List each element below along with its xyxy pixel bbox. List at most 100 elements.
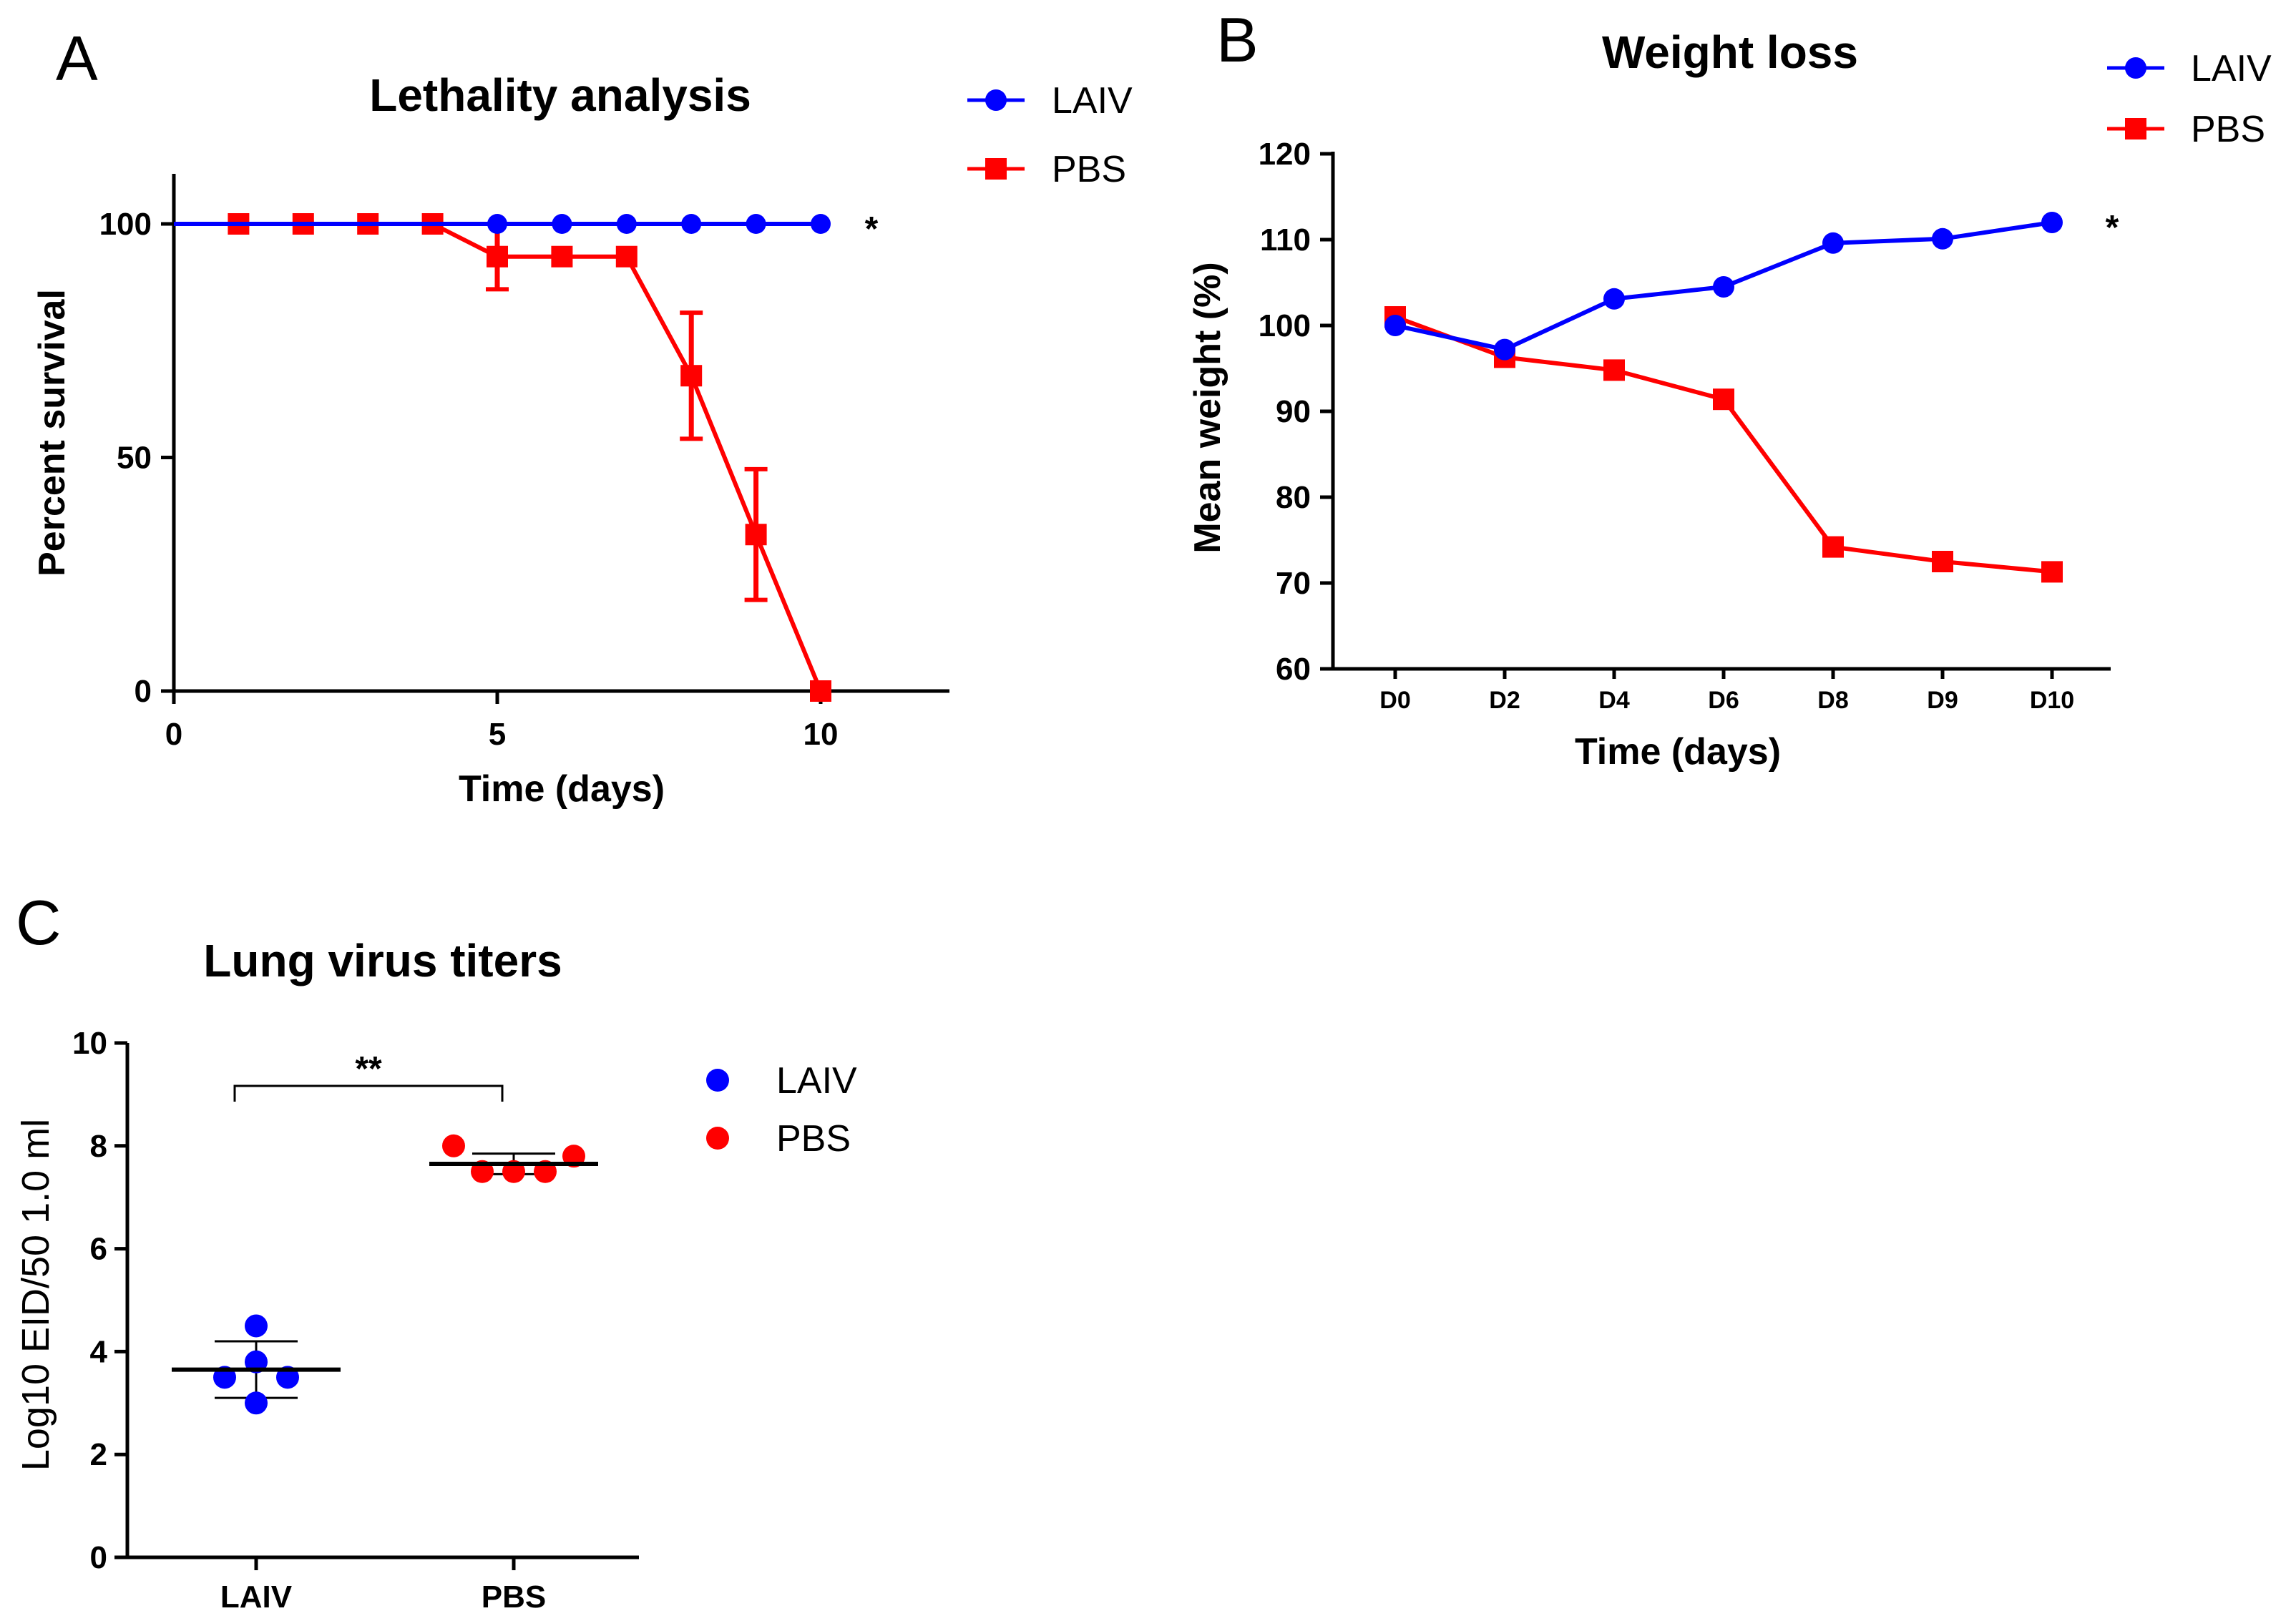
y-tick-label: 6 bbox=[90, 1232, 107, 1267]
x-tick-label: D8 bbox=[1817, 687, 1848, 714]
data-point-laiv bbox=[245, 1314, 268, 1338]
x-tick-label: D2 bbox=[1489, 687, 1520, 714]
x-tick-label: D6 bbox=[1708, 687, 1739, 714]
legend-label: PBS bbox=[1052, 149, 1126, 190]
marker-laiv-day-10 bbox=[811, 214, 831, 234]
y-tick-label: 8 bbox=[90, 1129, 107, 1164]
panel-a-x-axis-title: Time (days) bbox=[459, 768, 665, 810]
legend-circle-marker bbox=[706, 1069, 729, 1092]
legend-label: PBS bbox=[2191, 109, 2265, 150]
marker-laiv-day-6 bbox=[552, 214, 572, 234]
y-tick-label: 90 bbox=[1276, 394, 1311, 429]
y-tick-label: 80 bbox=[1276, 480, 1311, 515]
panel-b: B Weight loss 60 70 80 90 100 110 120 D0 D2 D4 D6 D… bbox=[1187, 4, 2272, 773]
marker-pbs-day-6 bbox=[551, 245, 573, 268]
marker-laiv-day-9 bbox=[746, 214, 766, 234]
y-tick-label: 2 bbox=[90, 1437, 107, 1472]
panel-a-significance-star: * bbox=[865, 210, 879, 248]
data-point-pbs bbox=[442, 1134, 465, 1157]
legend-label: LAIV bbox=[776, 1060, 857, 1102]
panel-c: C Lung virus titers 0 2 4 6 8 10 LAIV PBS Log10… bbox=[14, 887, 857, 1615]
x-tick-label: 10 bbox=[803, 717, 839, 752]
y-tick-label: 70 bbox=[1276, 566, 1311, 601]
marker-pbs-D6 bbox=[1713, 388, 1734, 411]
panel-c-y-axis-title: Log10 EID/50 1.0 ml bbox=[14, 1119, 57, 1471]
x-tick-label: D10 bbox=[2030, 687, 2074, 714]
marker-pbs-D8 bbox=[1822, 536, 1844, 558]
x-tick-label: LAIV bbox=[220, 1580, 293, 1615]
marker-laiv-D6 bbox=[1713, 276, 1734, 298]
panel-b-ticks: 60 70 80 90 100 110 120 D0 D2 D4 D6 D8 D9 D10 bbox=[1259, 137, 2075, 714]
legend-circle-marker bbox=[706, 1127, 729, 1150]
panel-b-significance-star: * bbox=[2106, 209, 2119, 247]
legend-label: LAIV bbox=[1052, 80, 1133, 122]
significance-stars: ** bbox=[355, 1050, 382, 1088]
panel-c-significance-bracket: ** bbox=[233, 1050, 504, 1102]
panel-b-title: Weight loss bbox=[1602, 26, 1858, 78]
panel-b-legend-laiv: LAIV bbox=[2107, 48, 2272, 89]
panel-b-x-axis-title: Time (days) bbox=[1575, 731, 1781, 773]
legend-label: LAIV bbox=[2191, 48, 2272, 89]
marker-pbs-day-9 bbox=[745, 524, 767, 546]
x-tick-label: PBS bbox=[482, 1580, 546, 1615]
panel-b-series bbox=[1384, 212, 2063, 583]
y-tick-label: 120 bbox=[1259, 137, 1311, 172]
marker-laiv-D0 bbox=[1384, 315, 1406, 336]
panel-b-y-axis-title: Mean weight (%) bbox=[1187, 262, 1228, 553]
marker-pbs-day-7 bbox=[615, 245, 637, 268]
panel-c-letter: C bbox=[16, 887, 62, 958]
y-tick-label: 50 bbox=[117, 441, 152, 476]
marker-pbs-day-10 bbox=[810, 680, 831, 702]
y-tick-label: 0 bbox=[90, 1540, 107, 1575]
panel-c-legend-laiv: LAIV bbox=[706, 1060, 857, 1102]
legend-square-marker bbox=[2125, 118, 2146, 139]
marker-laiv-D2 bbox=[1494, 338, 1515, 361]
marker-laiv-D9 bbox=[1932, 227, 1953, 250]
legend-circle-marker bbox=[985, 89, 1007, 111]
legend-label: PBS bbox=[776, 1118, 851, 1160]
data-point-laiv bbox=[245, 1391, 268, 1415]
significance-bracket-line bbox=[233, 1084, 504, 1102]
panel-a-title: Lethality analysis bbox=[369, 69, 751, 121]
y-tick-label: 100 bbox=[99, 207, 152, 242]
panel-a-legend-pbs: PBS bbox=[967, 149, 1126, 190]
y-tick-label: 4 bbox=[90, 1334, 108, 1369]
panel-b-legend-pbs: PBS bbox=[2107, 109, 2265, 150]
panel-a-legend: LAIV PBS bbox=[967, 80, 1133, 190]
panel-c-legend-pbs: PBS bbox=[706, 1118, 851, 1160]
marker-pbs-D9 bbox=[1932, 551, 1953, 572]
y-tick-label: 10 bbox=[72, 1026, 107, 1061]
panel-c-axes bbox=[125, 1043, 639, 1559]
marker-pbs-day-5 bbox=[487, 245, 508, 268]
marker-laiv-D10 bbox=[2041, 212, 2063, 233]
marker-pbs-day-8 bbox=[680, 365, 703, 387]
panel-a-letter: A bbox=[56, 23, 98, 94]
panel-a-legend-laiv: LAIV bbox=[967, 80, 1133, 122]
y-tick-label: 100 bbox=[1259, 308, 1311, 343]
marker-pbs-D4 bbox=[1603, 359, 1625, 381]
y-tick-label: 110 bbox=[1260, 222, 1311, 258]
panel-c-title: Lung virus titers bbox=[203, 935, 562, 986]
marker-laiv-day-7 bbox=[616, 214, 637, 234]
panel-c-series bbox=[172, 1134, 598, 1415]
panel-c-ticks: 0 2 4 6 8 10 LAIV PBS bbox=[72, 1026, 546, 1615]
x-tick-label: 0 bbox=[165, 717, 182, 752]
marker-pbs-D10 bbox=[2041, 561, 2063, 583]
panel-a-series bbox=[174, 213, 831, 702]
panel-a-y-axis-title: Percent survival bbox=[31, 289, 73, 577]
legend-circle-marker bbox=[2125, 57, 2146, 79]
panel-b-legend: LAIV PBS bbox=[2107, 48, 2272, 150]
y-tick-label: 0 bbox=[135, 674, 152, 709]
x-tick-label: 5 bbox=[489, 717, 506, 752]
marker-laiv-day-8 bbox=[681, 214, 702, 234]
x-tick-label: D9 bbox=[1927, 687, 1958, 714]
marker-laiv-D8 bbox=[1822, 232, 1844, 254]
x-tick-label: D4 bbox=[1598, 687, 1630, 714]
series-line-pbs bbox=[174, 222, 823, 692]
y-tick-label: 60 bbox=[1276, 652, 1311, 687]
legend-square-marker bbox=[985, 158, 1007, 180]
x-tick-label: D0 bbox=[1379, 687, 1410, 714]
